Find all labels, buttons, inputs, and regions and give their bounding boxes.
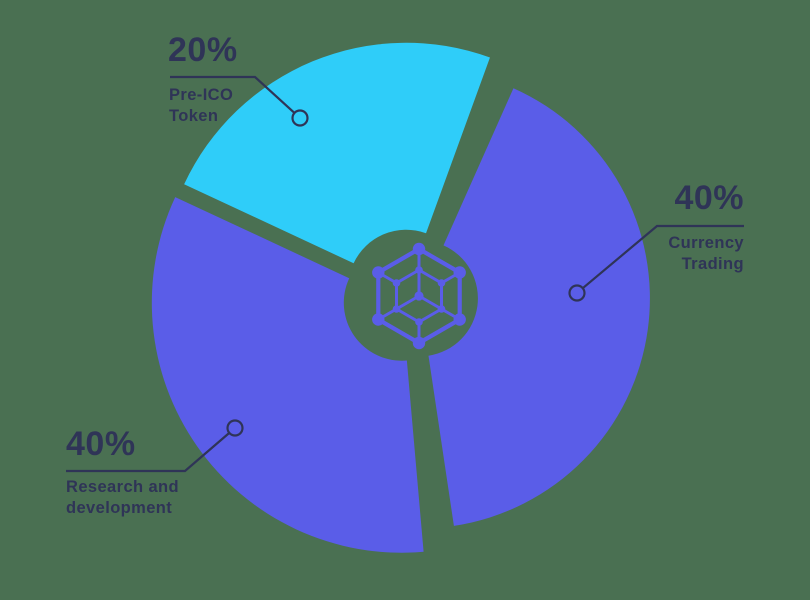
slice-label-pre-ico-token: Pre-ICO Token (169, 85, 233, 127)
leader-lines (66, 75, 744, 473)
slice-label-line: development (66, 499, 173, 517)
slice-label-line: Token (169, 107, 219, 125)
leader-marker-research-and-development (226, 419, 244, 437)
pie-slice-pre-ico-token (184, 42, 490, 264)
slice-label-line: Currency (668, 234, 744, 252)
leader-marker-currency-trading (568, 284, 586, 302)
icon-cube-edges (395, 270, 443, 311)
leader-marker-pre-ico-token (291, 109, 309, 127)
leader-line-research-and-development (66, 432, 231, 473)
leader-line-pre-ico-token (170, 75, 296, 114)
slice-percent-research-and-development: 40% (66, 425, 136, 463)
icon-node-dots (372, 242, 466, 350)
pie-slice-research-and-development (151, 197, 424, 553)
slice-percent-pre-ico-token: 20% (168, 31, 238, 69)
slice-label-line: Pre-ICO (169, 86, 234, 104)
leader-line-currency-trading (582, 224, 744, 290)
pie-slices (151, 42, 650, 553)
blockchain-cube-icon (372, 242, 466, 350)
slice-label-line: Research and (66, 478, 180, 496)
pie-slice-currency-trading (428, 88, 650, 526)
slice-label-line: Trading (681, 255, 744, 273)
slice-percent-currency-trading: 40% (674, 179, 744, 217)
slice-label-currency-trading: Currency Trading (594, 233, 744, 275)
slice-label-research-and-development: Research and development (66, 477, 179, 519)
